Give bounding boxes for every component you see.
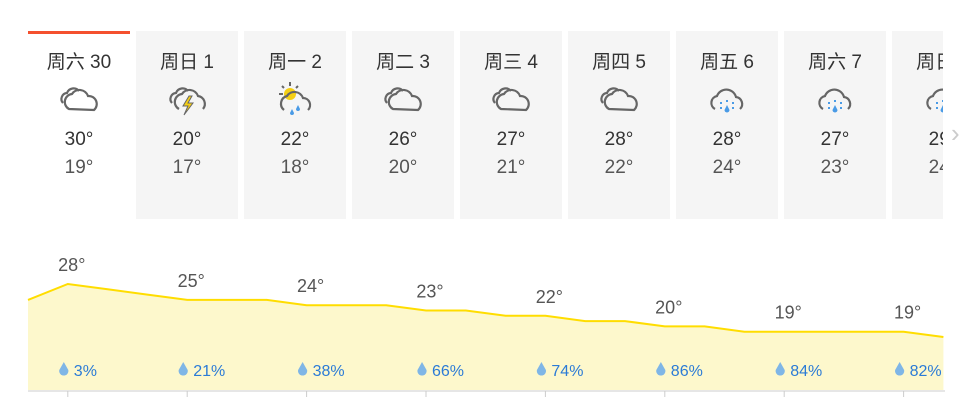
raindrop-icon	[59, 362, 69, 376]
temperature-label: 25°	[178, 271, 205, 291]
raindrop-icon	[775, 362, 785, 376]
day-card[interactable]: 周日 1 20° 17°	[136, 31, 238, 219]
day-label: 周六 7	[808, 52, 862, 73]
next-chevron-icon[interactable]: ›	[951, 118, 960, 148]
cloudy-icon	[352, 71, 454, 127]
thunderstorm-icon	[136, 71, 238, 127]
day-label: 周日 1	[160, 52, 214, 73]
sun-shower-icon	[244, 71, 346, 127]
day-card[interactable]: 周一 2 22° 18°	[244, 31, 346, 219]
rain-icon	[676, 71, 778, 127]
raindrop-icon	[895, 362, 905, 376]
rain-probability: 21%	[193, 363, 225, 380]
day-card[interactable]: 周四 5 28° 22°	[568, 31, 670, 219]
cloudy-icon	[460, 71, 562, 127]
rain-icon	[892, 71, 943, 127]
rain-probability: 66%	[432, 363, 464, 380]
raindrop-icon	[298, 362, 308, 376]
day-label: 周四 5	[592, 52, 646, 73]
cloudy-icon	[28, 71, 130, 127]
high-temp: 29°	[928, 129, 943, 150]
cloudy-icon	[568, 71, 670, 127]
temperature-label: 20°	[655, 297, 682, 317]
day-card[interactable]: 周五 6 28° 24°	[676, 31, 778, 219]
temperature-area	[28, 284, 944, 390]
day-label: 周日 8	[916, 52, 943, 73]
rain-probability: 82%	[910, 363, 942, 380]
rain-probability: 38%	[313, 363, 345, 380]
high-temp: 27°	[820, 129, 850, 150]
temperature-label: 23°	[416, 282, 443, 302]
raindrop-icon	[656, 362, 666, 376]
low-temp: 21°	[496, 157, 526, 178]
rain-icon	[784, 71, 886, 127]
hourly-temperature-chart: 28° 3% 25° 21% 24° 38% 23° 66% 22° 74% 20° 86% 19° 84…	[27, 255, 945, 397]
rain-probability: 74%	[551, 363, 583, 380]
day-card[interactable]: 周六 7 27° 23°	[784, 31, 886, 219]
high-temp: 28°	[604, 129, 634, 150]
low-temp: 24°	[712, 157, 742, 178]
low-temp: 18°	[280, 157, 310, 178]
raindrop-icon	[417, 362, 427, 376]
low-temp: 22°	[604, 157, 634, 178]
high-temp: 30°	[64, 129, 94, 150]
high-temp: 22°	[280, 129, 310, 150]
day-card[interactable]: 周二 3 26° 20°	[352, 31, 454, 219]
temperature-line	[27, 282, 944, 338]
day-label: 周一 2	[268, 52, 322, 73]
temperature-label: 24°	[297, 276, 324, 296]
day-label: 周三 4	[484, 52, 538, 73]
low-temp: 23°	[820, 157, 850, 178]
low-temp: 17°	[172, 157, 202, 178]
high-temp: 20°	[172, 129, 202, 150]
raindrop-icon	[536, 362, 547, 376]
day-label: 周二 3	[376, 52, 430, 73]
day-card[interactable]: 周三 4 27° 21°	[460, 31, 562, 219]
temperature-label: 22°	[536, 287, 563, 307]
day-card[interactable]: 周六 30 30° 19°	[28, 31, 130, 219]
high-temp: 26°	[388, 129, 418, 150]
day-card[interactable]: 周日 8 29° 24°	[892, 31, 943, 219]
temperature-label: 19°	[775, 303, 802, 323]
raindrop-icon	[178, 362, 188, 376]
day-label: 周六 30	[46, 52, 112, 73]
high-temp: 27°	[496, 129, 526, 150]
rain-probability: 3%	[74, 363, 97, 380]
high-temp: 28°	[712, 129, 742, 150]
day-label: 周五 6	[700, 52, 754, 73]
daily-forecast-strip: 周六 30 30° 19° 周日 1 20° 17° 周一 2 22° 18° 周二 …	[28, 31, 943, 219]
low-temp: 24°	[928, 157, 943, 178]
temperature-label: 28°	[58, 255, 85, 275]
temperature-label: 19°	[894, 303, 921, 323]
low-temp: 20°	[388, 157, 418, 178]
rain-probability: 86%	[671, 363, 703, 380]
rain-probability: 84%	[790, 363, 822, 380]
low-temp: 19°	[64, 157, 94, 178]
